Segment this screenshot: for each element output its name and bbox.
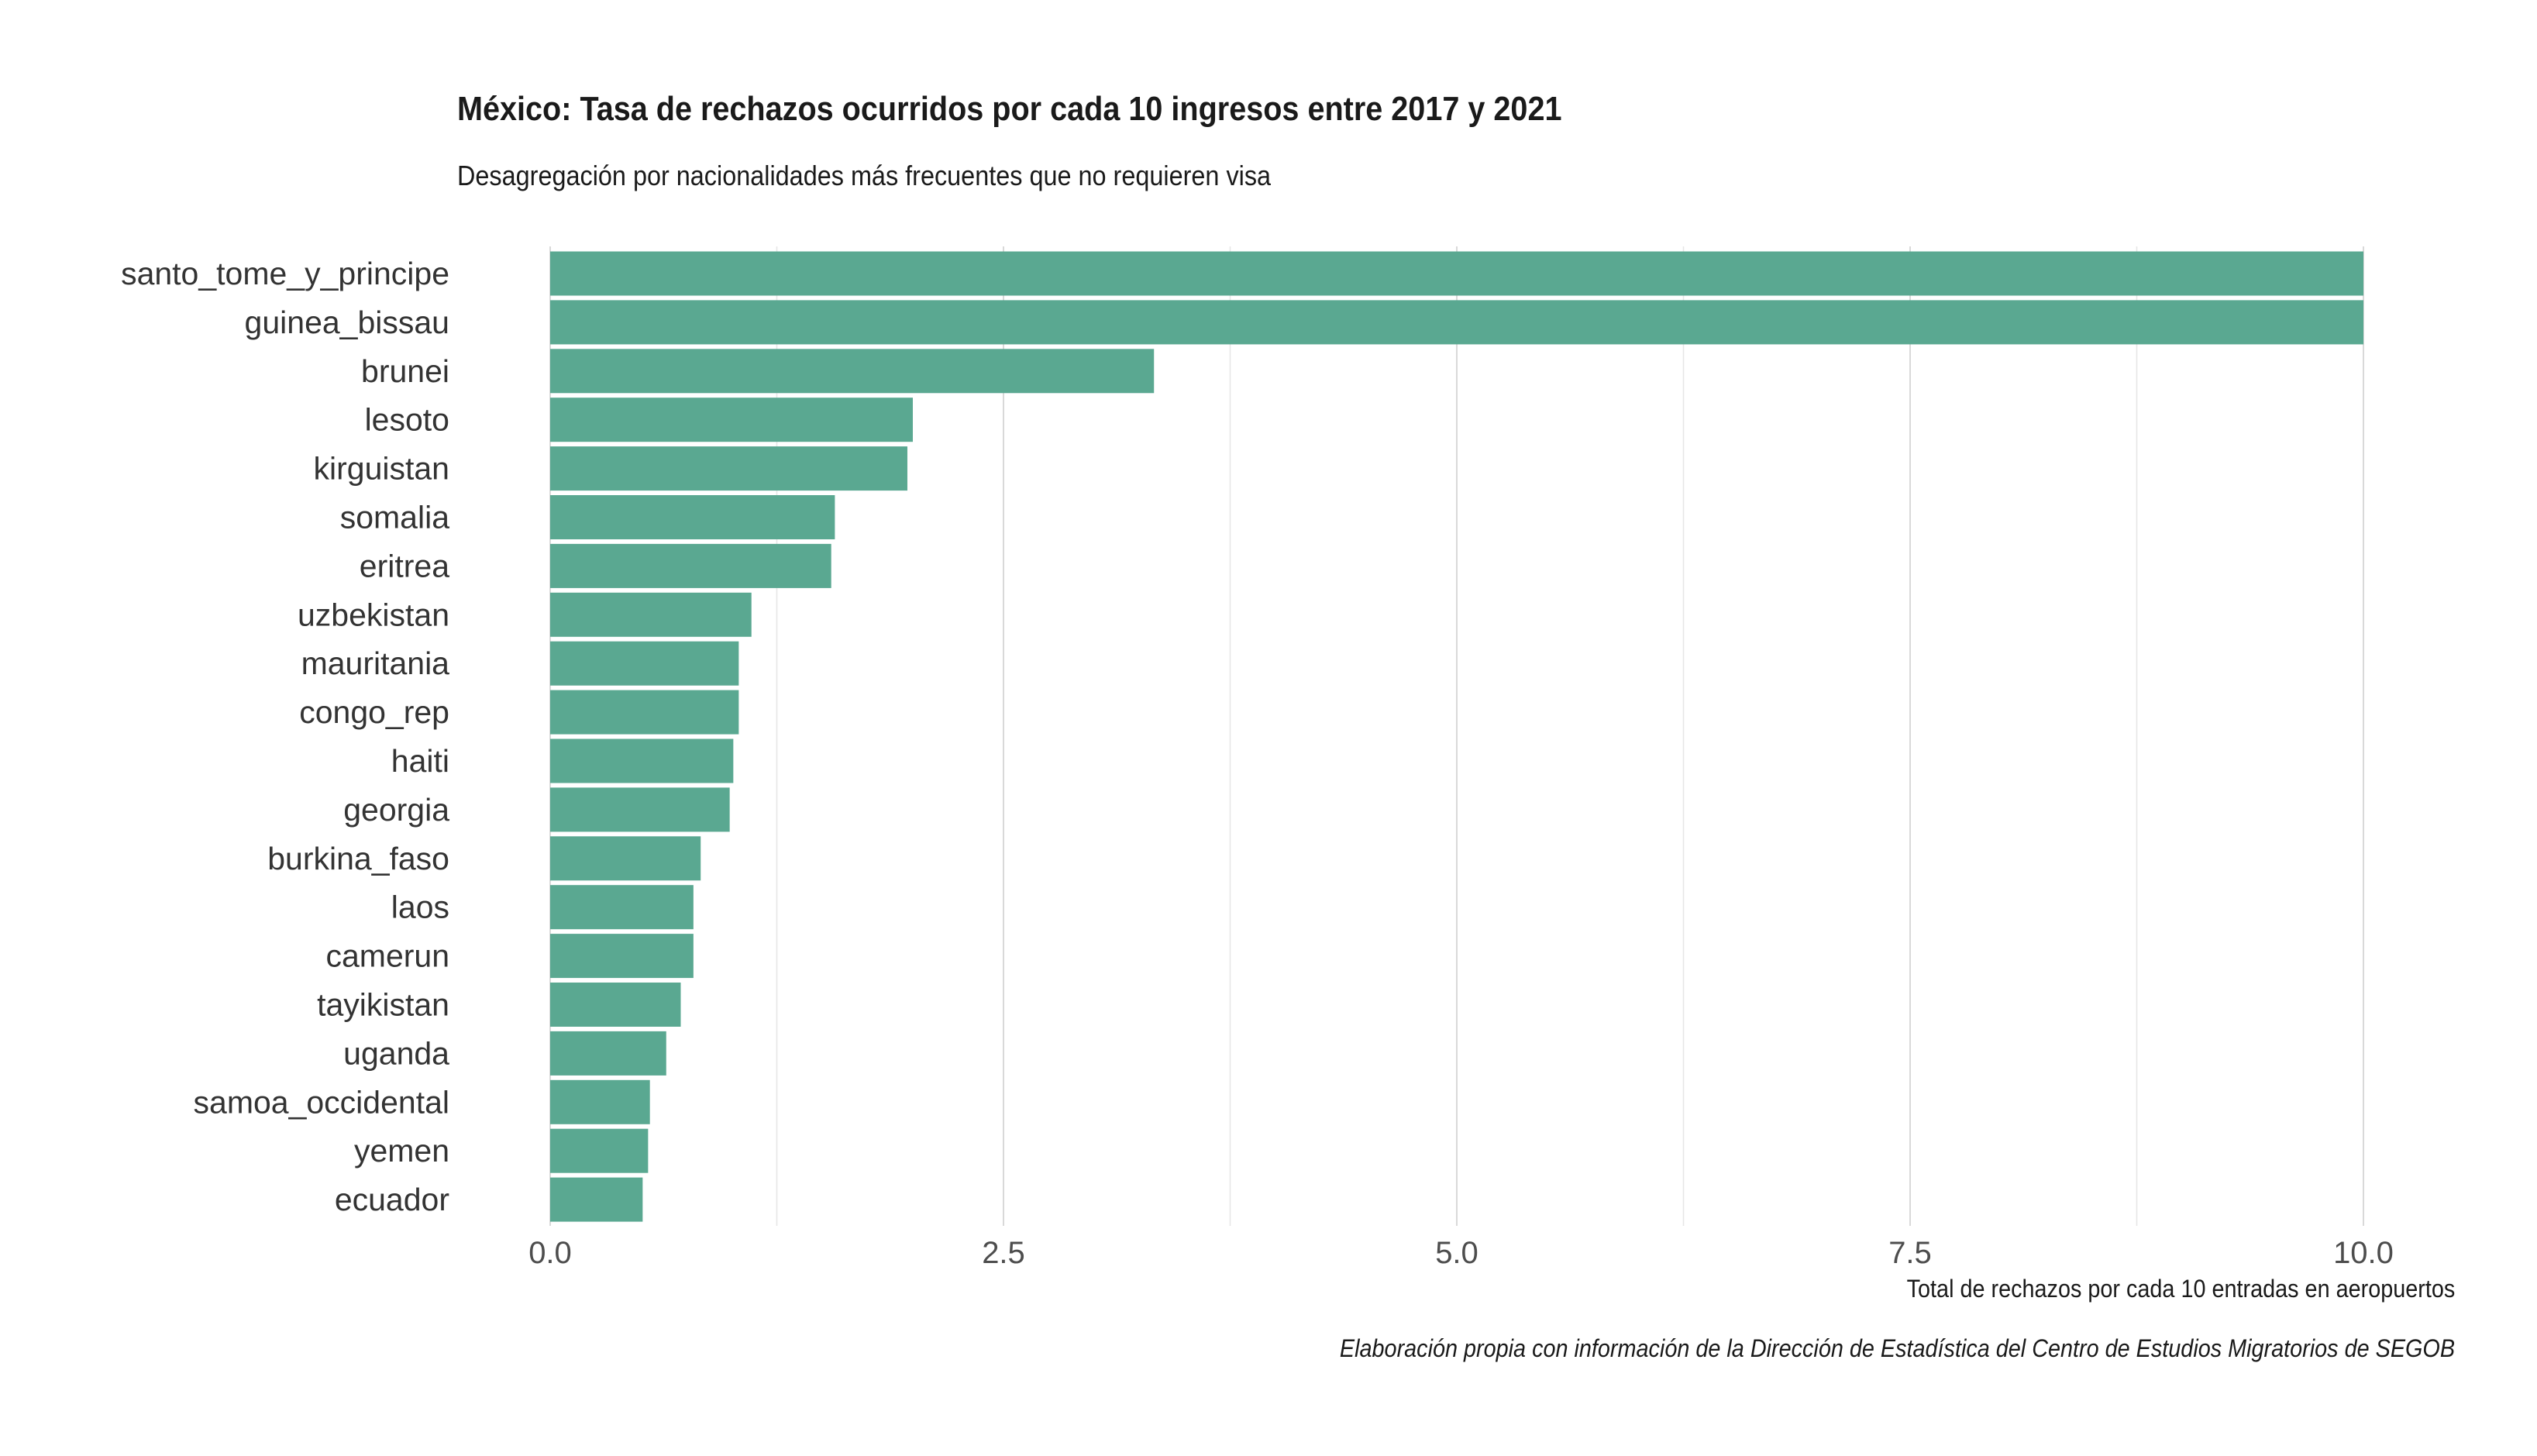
x-tick-label: 0.0 [528, 1236, 572, 1270]
bar-laos [550, 885, 694, 930]
category-label-guinea_bissau: guinea_bissau [245, 305, 449, 340]
category-label-santo_tome_y_principe: santo_tome_y_principe [121, 256, 449, 291]
bar-lesoto [550, 398, 913, 442]
bar-yemen [550, 1128, 649, 1173]
bar-mauritania [550, 641, 739, 686]
chart-caption: Elaboración propia con información de la… [1339, 1334, 2455, 1362]
category-label-kirguistan: kirguistan [314, 451, 449, 487]
category-label-brunei: brunei [361, 353, 449, 389]
category-label-burkina_faso: burkina_faso [267, 841, 449, 876]
bar-guinea_bissau [550, 300, 2363, 345]
category-label-congo_rep: congo_rep [299, 694, 449, 730]
x-tick-label: 10.0 [2333, 1236, 2394, 1270]
category-label-mauritania: mauritania [301, 645, 450, 681]
bar-haiti [550, 738, 734, 783]
bar-burkina_faso [550, 836, 701, 881]
x-tick-label: 7.5 [1888, 1236, 1932, 1270]
x-axis-label: Total de rechazos por cada 10 entradas e… [1906, 1275, 2455, 1303]
bar-kirguistan [550, 446, 907, 491]
bars [550, 251, 2363, 1222]
category-label-camerun: camerun [325, 938, 449, 974]
category-label-lesoto: lesoto [365, 402, 449, 438]
bar-georgia [550, 787, 730, 832]
x-tick-label: 5.0 [1435, 1236, 1478, 1270]
category-label-yemen: yemen [354, 1133, 449, 1169]
bar-camerun [550, 934, 694, 979]
category-label-samoa_occidental: samoa_occidental [194, 1084, 449, 1120]
bar-ecuador [550, 1177, 643, 1222]
category-label-somalia: somalia [340, 500, 449, 535]
category-labels: santo_tome_y_principe guinea_bissaubrunei… [121, 256, 449, 1217]
x-tick-labels: 0.0 2.5 5.0 7.5 10.0 [528, 1236, 2394, 1270]
bar-santo_tome_y_principe [550, 251, 2363, 296]
category-label-tayikistan: tayikistan [317, 987, 449, 1023]
bar-uzbekistan [550, 592, 752, 637]
bar-eritrea [550, 543, 831, 588]
category-label-uzbekistan: uzbekistan [298, 597, 449, 632]
bar-tayikistan [550, 983, 681, 1027]
category-label-haiti: haiti [391, 743, 449, 779]
category-label-uganda: uganda [343, 1035, 449, 1071]
category-label-georgia: georgia [343, 792, 449, 828]
bar-uganda [550, 1031, 666, 1076]
category-label-ecuador: ecuador [335, 1182, 449, 1217]
category-label-eritrea: eritrea [360, 548, 449, 583]
bar-congo_rep [550, 690, 739, 735]
grid-lines [549, 246, 2364, 1226]
bar-somalia [550, 495, 835, 539]
bar-samoa_occidental [550, 1079, 650, 1124]
category-label-laos: laos [391, 890, 449, 925]
bar-brunei [550, 349, 1155, 394]
x-tick-label: 2.5 [982, 1236, 1025, 1270]
chart-title: México: Tasa de rechazos ocurridos por c… [457, 90, 1562, 128]
chart-subtitle: Desagregación por nacionalidades más fre… [457, 160, 1272, 191]
